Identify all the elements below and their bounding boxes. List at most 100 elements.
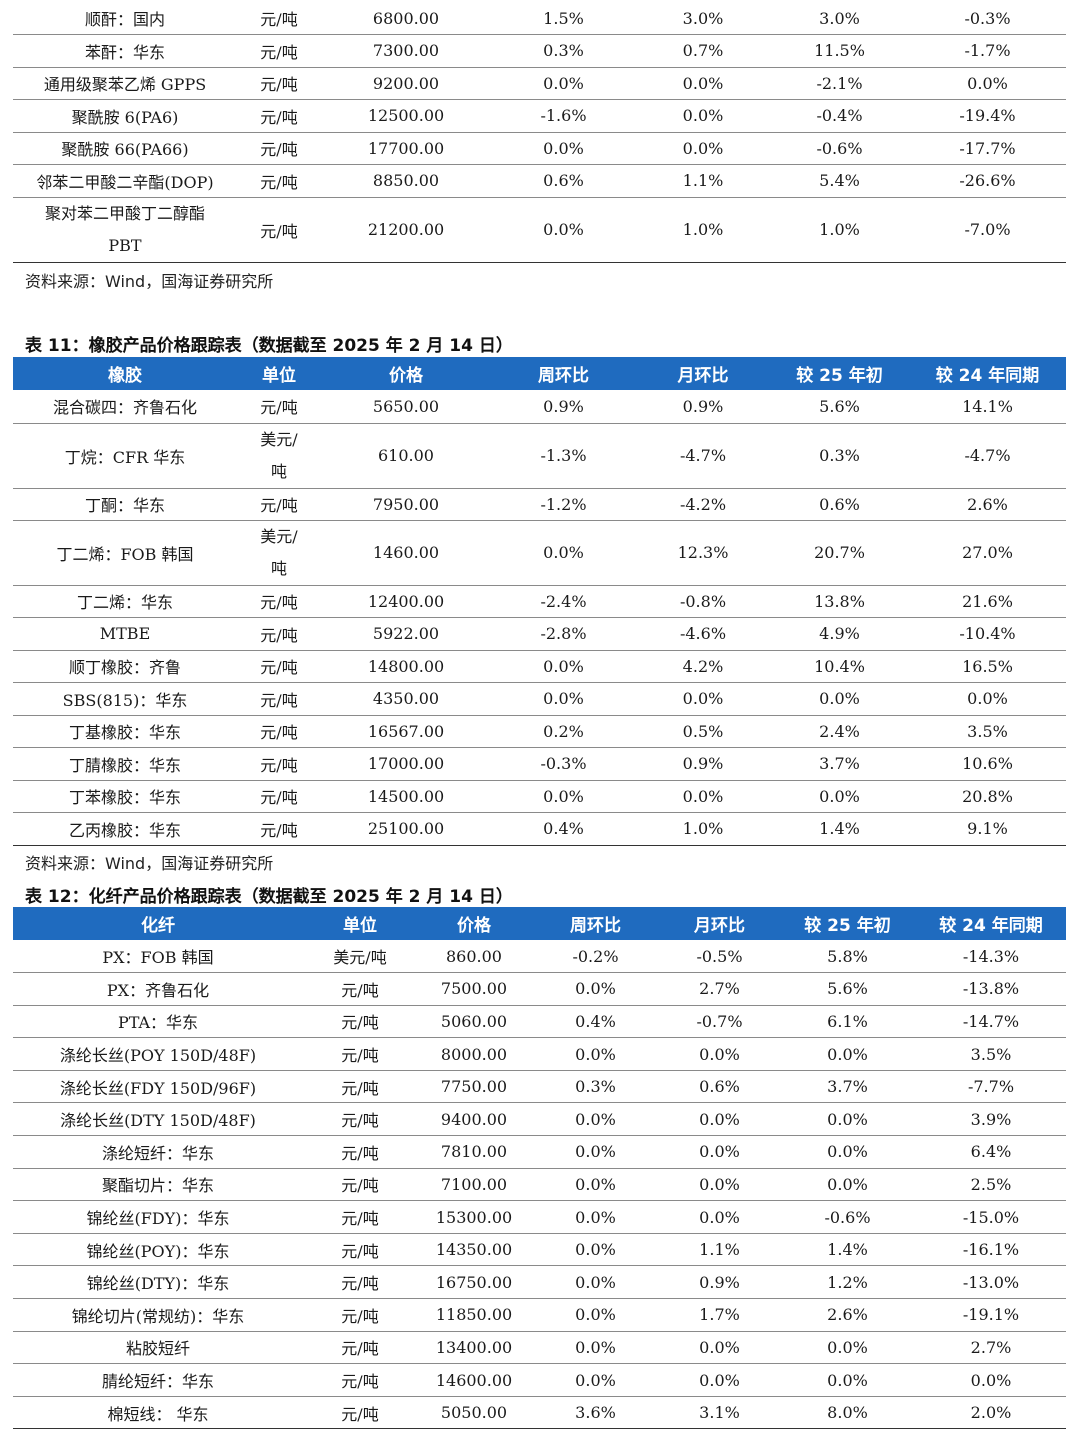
week-change-cell: 0.0% [491,520,636,586]
table-row: 聚酰胺 6(PA6) 元/吨 12500.00 -1.6% 0.0% -0.4% -19.4… [13,99,1066,133]
table-row: 腈纶短纤：华东 元/吨 14600.00 0.0% 0.0% 0.0% 0.0% [13,1363,1066,1397]
ytd-change-cell: 0.0% [779,1102,916,1137]
product-cell: PTA：华东 [13,1005,303,1039]
header-month-change: 月环比 [636,357,770,390]
ytd-change-cell: 0.6% [770,488,909,521]
month-change-cell: 0.9% [636,747,770,781]
product-cell: 聚对苯二甲酸丁二醇酯 PBT [13,197,237,263]
price-cell: 7100.00 [417,1168,531,1202]
month-change-cell: 0.6% [660,1070,779,1104]
product-cell: 涤纶短纤：华东 [13,1135,303,1169]
header-price: 价格 [321,357,491,390]
header-product: 化纤 [13,907,303,940]
table-row: 乙丙橡胶：华东 元/吨 25100.00 0.4% 1.0% 1.4% 9.1% [13,812,1066,846]
unit-cell: 美元/吨 [303,940,417,974]
week-change-cell: 0.0% [531,1037,660,1071]
yoy-change-cell: 27.0% [909,520,1066,586]
source-note-11: 资料来源：Wind，国海证券研究所 [25,854,274,873]
table12-caption: 表 12：化纤产品价格跟踪表（数据截至 2025 年 2 月 14 日） [25,887,513,907]
product-cell: 聚酰胺 66(PA66) [13,132,237,165]
price-cell: 5922.00 [321,617,491,651]
week-change-cell: 0.6% [491,164,636,198]
yoy-change-cell: -7.7% [916,1070,1066,1104]
table-row: 邻苯二甲酸二辛酯(DOP) 元/吨 8850.00 0.6% 1.1% 5.4% -26.6… [13,164,1066,198]
yoy-change-cell: -19.4% [909,99,1066,133]
product-cell: SBS(815)：华东 [13,682,237,716]
price-cell: 14500.00 [321,780,491,813]
ytd-change-cell: 0.3% [770,423,909,489]
yoy-change-cell: -13.8% [916,972,1066,1006]
product-cell: MTBE [13,617,237,651]
yoy-change-cell: 3.5% [916,1037,1066,1071]
month-change-cell: 1.0% [636,197,770,263]
yoy-change-cell: -14.7% [916,1005,1066,1039]
month-change-cell: 0.0% [636,67,770,100]
yoy-change-cell: 3.9% [916,1102,1066,1137]
table-top-continued: 顺酐：国内 元/吨 6800.00 1.5% 3.0% 3.0% -0.3% 苯酐：华东 元/吨… [13,2,1066,263]
table-row: 顺丁橡胶：齐鲁 元/吨 14800.00 0.0% 4.2% 10.4% 16.5% [13,650,1066,683]
header-month-change: 月环比 [660,907,779,940]
week-change-cell: -0.3% [491,747,636,781]
yoy-change-cell: -26.6% [909,164,1066,198]
yoy-change-cell: -4.7% [909,423,1066,489]
ytd-change-cell: 0.0% [779,1363,916,1397]
table-row: PX：FOB 韩国 美元/吨 860.00 -0.2% -0.5% 5.8% -14.3% [13,940,1066,974]
price-cell: 610.00 [321,423,491,489]
month-change-cell: 1.7% [660,1298,779,1332]
unit-cell: 元/吨 [237,99,321,133]
table-row: 粘胶短纤 元/吨 13400.00 0.0% 0.0% 0.0% 2.7% [13,1331,1066,1365]
price-cell: 25100.00 [321,812,491,846]
unit-cell: 元/吨 [303,1070,417,1104]
unit-cell: 元/吨 [303,1233,417,1267]
unit-cell: 元/吨 [237,132,321,165]
week-change-cell: 0.0% [531,1298,660,1332]
header-ytd-change: 较 25 年初 [779,907,916,940]
unit-cell: 元/吨 [303,1331,417,1365]
ytd-change-cell: 10.4% [770,650,909,683]
week-change-cell: -1.2% [491,488,636,521]
unit-cell: 元/吨 [303,1168,417,1202]
month-change-cell: 12.3% [636,520,770,586]
table-row: 涤纶长丝(POY 150D/48F) 元/吨 8000.00 0.0% 0.0% 0.0%… [13,1037,1066,1071]
unit-cell: 元/吨 [237,67,321,100]
yoy-change-cell: 14.1% [909,390,1066,424]
price-cell: 5060.00 [417,1005,531,1039]
table-row: 丁二烯：华东 元/吨 12400.00 -2.4% -0.8% 13.8% 21.6% [13,585,1066,618]
table-row: 丁烷：CFR 华东 美元/吨 610.00 -1.3% -4.7% 0.3% -4.7% [13,423,1066,489]
price-cell: 7810.00 [417,1135,531,1169]
price-cell: 21200.00 [321,197,491,263]
table-row: 锦纶丝(DTY)：华东 元/吨 16750.00 0.0% 0.9% 1.2% -13.0% [13,1265,1066,1300]
ytd-change-cell: 1.4% [770,812,909,846]
table-row: 锦纶丝(POY)：华东 元/吨 14350.00 0.0% 1.1% 1.4% -16.1% [13,1233,1066,1267]
header-price: 价格 [417,907,531,940]
yoy-change-cell: 16.5% [909,650,1066,683]
month-change-cell: -4.6% [636,617,770,651]
table-row: 丁酮：华东 元/吨 7950.00 -1.2% -4.2% 0.6% 2.6% [13,488,1066,521]
product-cell: 聚酯切片：华东 [13,1168,303,1202]
price-cell: 16750.00 [417,1265,531,1300]
product-cell: 丁腈橡胶：华东 [13,747,237,781]
week-change-cell: 0.3% [531,1070,660,1104]
unit-cell: 元/吨 [237,390,321,424]
ytd-change-cell: -2.1% [770,67,909,100]
month-change-cell: 0.0% [636,780,770,813]
product-cell: 顺酐：国内 [13,2,237,35]
week-change-cell: 0.0% [531,1102,660,1137]
unit-cell: 元/吨 [303,1102,417,1137]
product-cell: PX：齐鲁石化 [13,972,303,1006]
product-cell: 丁二烯：华东 [13,585,237,618]
product-cell: 丁苯橡胶：华东 [13,780,237,813]
yoy-change-cell: -17.7% [909,132,1066,165]
product-cell: 粘胶短纤 [13,1331,303,1365]
month-change-cell: 0.9% [636,390,770,424]
table12-chemical-fiber: 化纤 单位 价格 周环比 月环比较 25 年初较 24 年同期 PX：FOB 韩国 美元/… [13,907,1066,1430]
unit-cell: 元/吨 [237,2,321,35]
week-change-cell: 3.6% [531,1396,660,1430]
product-cell: PX：FOB 韩国 [13,940,303,974]
price-cell: 4350.00 [321,682,491,716]
week-change-cell: 0.0% [491,780,636,813]
product-cell: 丁基橡胶：华东 [13,715,237,748]
header-yoy-change: 较 24 年同期 [909,357,1066,390]
table-row: 涤纶长丝(DTY 150D/48F) 元/吨 9400.00 0.0% 0.0% 0.0%… [13,1102,1066,1137]
table-row: 丁腈橡胶：华东 元/吨 17000.00 -0.3% 0.9% 3.7% 10.6% [13,747,1066,781]
